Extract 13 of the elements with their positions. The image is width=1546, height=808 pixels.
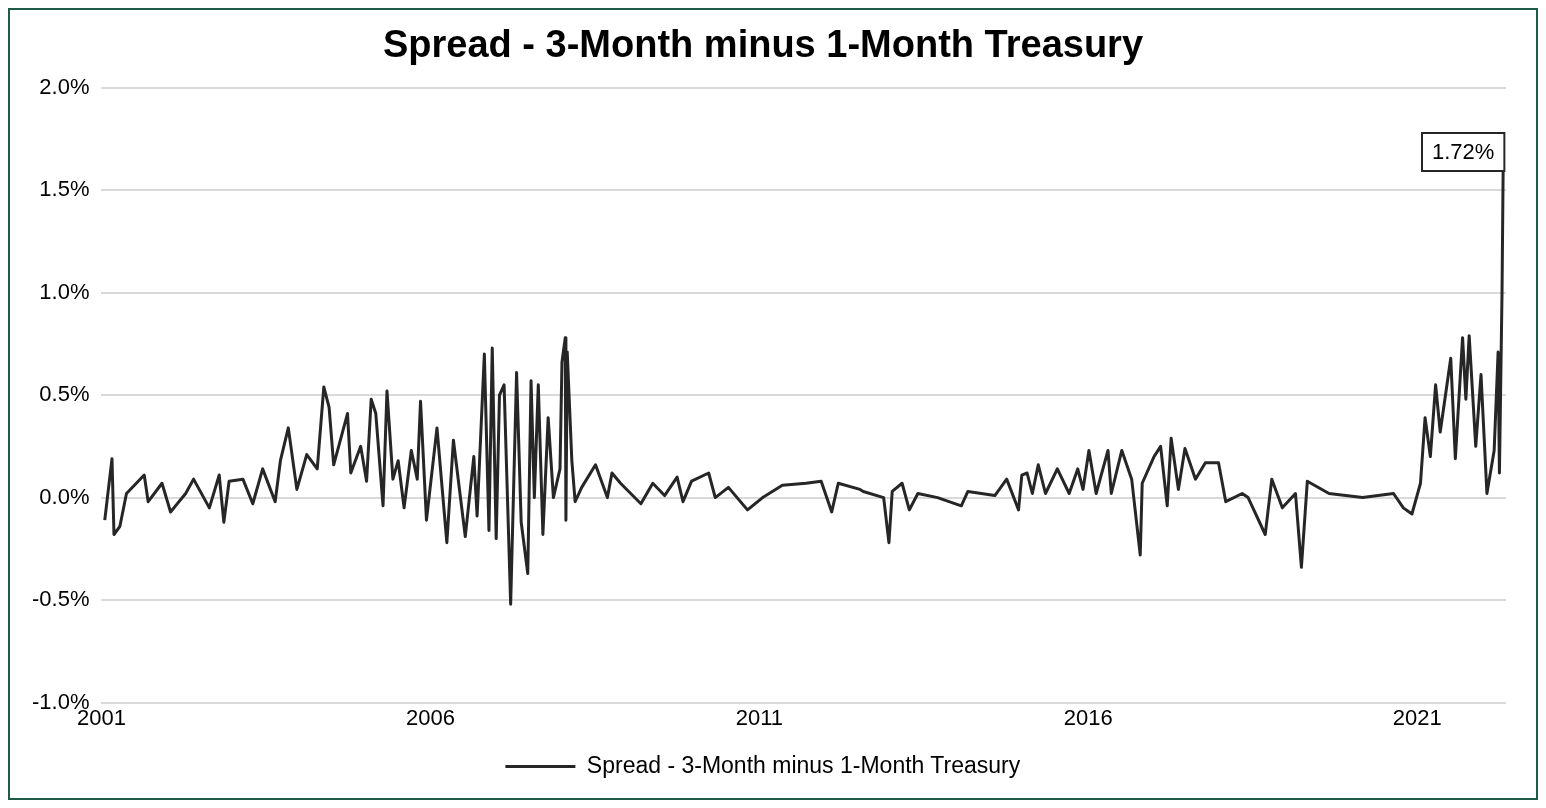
chart-title: Spread - 3-Month minus 1-Month Treasury: [382, 23, 1144, 66]
x-tick-label: 2021: [1392, 704, 1442, 730]
x-tick-label: 2006: [405, 704, 455, 730]
x-tick-label: 2016: [1063, 704, 1113, 730]
y-tick-label: -0.5%: [31, 586, 90, 612]
y-tick-label: 1.5%: [39, 176, 90, 202]
y-tick-label: 1.0%: [39, 278, 90, 304]
y-tick-label: 2.0%: [39, 73, 90, 99]
legend-label: Spread - 3-Month minus 1-Month Treasury: [586, 751, 1021, 778]
x-tick-label: 2011: [735, 704, 783, 730]
y-tick-label: 0.5%: [39, 381, 90, 407]
annotation: 1.72%: [1431, 139, 1495, 165]
y-tick-label: 0.0%: [39, 483, 90, 509]
